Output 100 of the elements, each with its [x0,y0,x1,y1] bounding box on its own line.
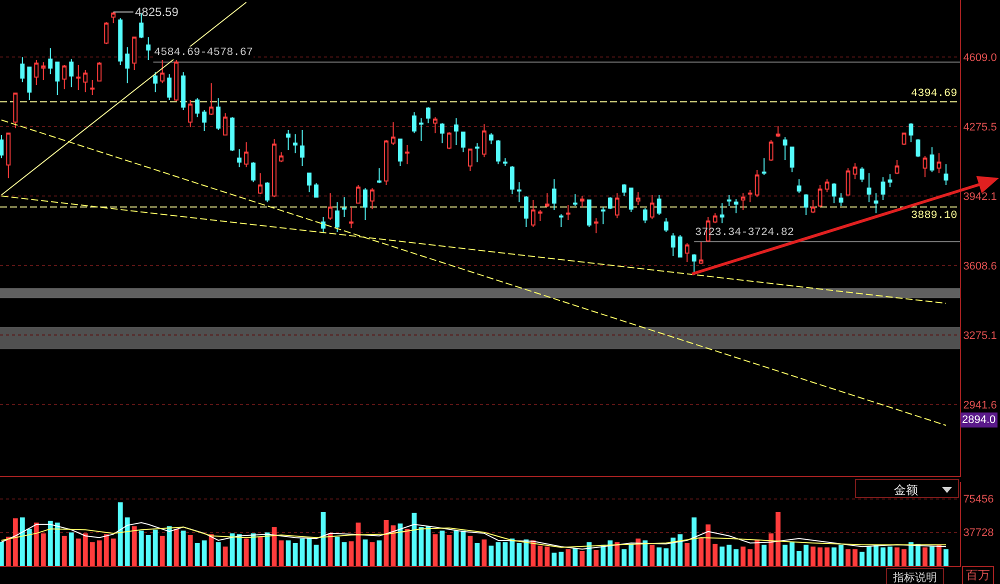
ref-line-label: 3889.10 [911,210,958,222]
candlestick [930,146,934,173]
bar [342,542,347,566]
candlestick [426,106,430,124]
bar [524,539,529,566]
bar [376,540,382,566]
bar [54,522,60,566]
bar [482,539,487,566]
bar [902,549,906,566]
bar [656,547,662,566]
candlestick [384,139,388,186]
bar [300,538,305,566]
bar [538,546,543,566]
bar [740,546,746,566]
candlestick [230,116,235,152]
line-series [0,526,947,548]
y-tick-label: 3942.1 [963,190,997,203]
bar [594,550,599,566]
bar [96,540,102,566]
candlestick [656,194,662,216]
candlestick [97,62,102,82]
bar [572,548,578,566]
candlestick [838,192,844,207]
candlestick [614,192,620,219]
candlestick [391,122,396,146]
line-series [0,522,947,550]
bar [664,548,669,566]
bar [768,533,774,566]
candlestick [608,196,612,210]
bar [370,542,375,566]
candlestick [244,142,249,168]
y-axis-title: 百万 [962,566,994,584]
candlestick [628,188,634,213]
candlestick [27,66,32,100]
candlestick [377,168,382,184]
bar [496,542,501,566]
candlestick [125,46,130,84]
bar [608,540,613,566]
candlestick [433,116,438,134]
candlestick [167,74,172,100]
candlestick [272,138,276,198]
candlestick [544,192,550,208]
candlestick [356,184,360,204]
bar [712,544,718,566]
candlestick [922,156,928,178]
bar [68,532,74,566]
bar [832,547,836,566]
bar [642,540,648,566]
candlestick [468,148,472,172]
candlestick [258,172,263,195]
candlestick [6,132,11,179]
candlestick [153,72,158,93]
candlestick [188,99,193,128]
bar [26,528,32,566]
candlestick [90,79,95,96]
candlestick [762,158,766,176]
candlestick [678,234,682,258]
bar [446,535,452,566]
candlestick [944,164,948,186]
y-tick-label: 3608.6 [963,260,997,272]
candlestick [650,194,654,220]
bar [90,542,95,566]
bar [586,542,592,566]
bar [188,535,193,566]
bar [846,549,850,566]
bar [62,536,67,566]
candlestick [460,132,466,153]
y-tick-label: 75456 [963,494,994,506]
bar [236,534,242,566]
bar [566,549,571,566]
bar [334,536,340,566]
candlestick [83,69,88,93]
bar [698,538,704,566]
candlestick [552,178,556,210]
bar [12,518,18,566]
candlestick [321,216,326,234]
candlestick [62,64,67,90]
candlestick [936,152,942,174]
candlestick [447,132,452,150]
candlestick [538,209,542,222]
bar [636,538,641,566]
candlestick [0,134,4,159]
bar [160,536,165,566]
candlestick [482,124,486,158]
bar [138,530,144,566]
bar [48,520,53,566]
bar [776,512,781,566]
bar [432,534,438,566]
candlestick [782,136,788,160]
candlestick [398,138,402,167]
candlestick [524,196,528,228]
candlestick [48,48,53,75]
candlestick [530,199,536,228]
candlestick [796,178,802,194]
candlestick [300,129,304,167]
candlestick [202,109,207,132]
candlestick [740,192,746,210]
candlestick [412,112,416,134]
candlestick [440,122,444,144]
bar [454,530,459,566]
